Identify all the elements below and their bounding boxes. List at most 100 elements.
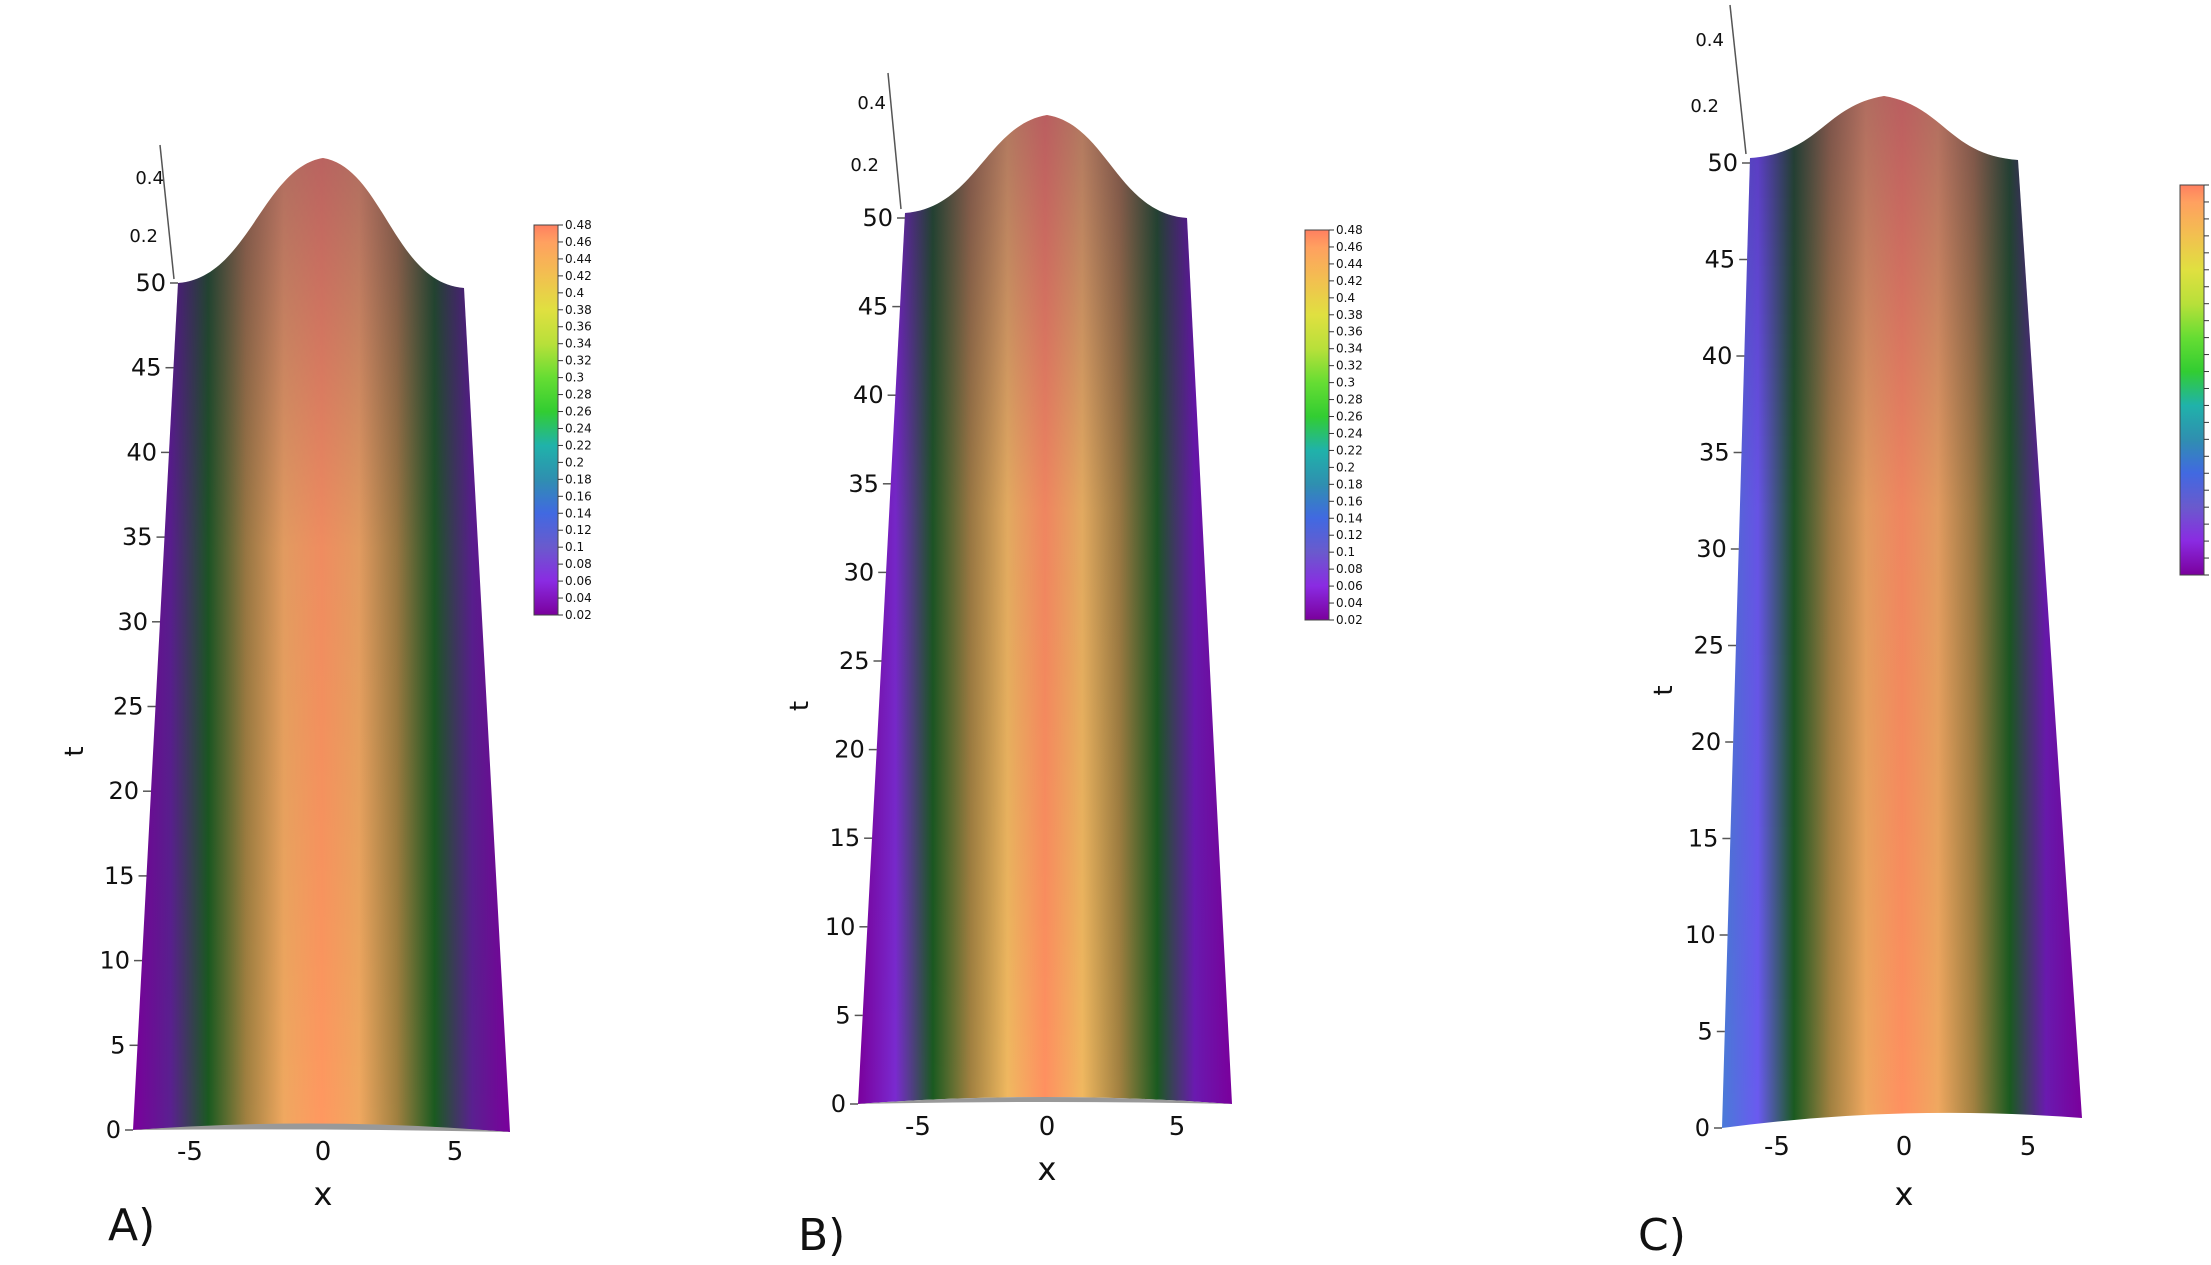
colorbar-tick-label: 0.42	[565, 269, 592, 283]
colorbar-tick-label: 0.42	[1336, 274, 1363, 288]
colorbar-tick-label: 0.14	[565, 506, 592, 520]
colorbar-tick-label: 0.16	[1336, 494, 1363, 508]
panel-a: 0.4 0.2 0 5 10 15 20 25 30 35 40 45 50 t -5 0 5 x 0.48 0.46…	[60, 144, 592, 1213]
colorbar-tick-label: 0.2	[565, 455, 584, 469]
z-tick-label: 0.2	[850, 155, 879, 176]
x-tick-label: 5	[2020, 1132, 2037, 1162]
z-axis-line	[887, 72, 902, 210]
z-tick-label: 0.2	[129, 226, 158, 247]
colorbar-tick-label: 0.02	[565, 608, 592, 622]
z-tick-label: 0.4	[1695, 30, 1724, 51]
t-tick-label: 25	[839, 647, 870, 675]
t-tick-label: 10	[825, 913, 856, 941]
surface-shading	[133, 158, 510, 1132]
surface-base	[133, 1123, 510, 1132]
t-tick-label: 0	[1695, 1114, 1710, 1142]
colorbar-tick-label: 0.34	[565, 337, 592, 351]
x-axis-label: x	[1038, 1150, 1057, 1188]
t-tick-label: 45	[131, 354, 162, 382]
x-tick-label: 0	[315, 1137, 332, 1167]
t-tick-label: 40	[1702, 342, 1733, 370]
t-tick-label: 15	[1688, 825, 1719, 853]
colorbar-tick-label: 0.1	[565, 540, 584, 554]
colorbar-tick-label: 0.04	[1336, 596, 1363, 610]
t-tick-label: 15	[104, 862, 135, 890]
colorbar-tick-label: 0.38	[1336, 308, 1363, 322]
t-tick-label: 50	[862, 204, 893, 232]
z-tick-label: 0.4	[857, 93, 886, 114]
panel-c: 0.4 0.2 0 5 10 15 20 25 30 35 40 45 50 t -5 0 5 x 0.480.46…	[1649, 4, 2209, 1213]
panel-label-a: A)	[108, 1200, 155, 1251]
colorbar-tick-label: 0.4	[1336, 291, 1355, 305]
x-tick-label: 0	[1039, 1112, 1056, 1142]
x-tick-label: -5	[177, 1137, 203, 1167]
colorbar-tick-label: 0.22	[1336, 443, 1363, 457]
colorbar-tick-label: 0.16	[565, 489, 592, 503]
z-tick-label: 0.2	[1690, 96, 1719, 117]
colorbar: 0.48 0.46 0.44 0.42 0.4 0.38 0.36 0.34 0.32 0.3 0.…	[1304, 223, 1363, 627]
colorbar-gradient	[2179, 184, 2205, 576]
t-axis-label: t	[60, 746, 90, 756]
z-tick-label: 0.4	[135, 168, 164, 189]
colorbar-tick-label: 0.46	[1336, 240, 1363, 254]
t-tick-label: 30	[844, 558, 875, 586]
t-tick-label: 45	[858, 293, 889, 321]
t-tick-label: 30	[117, 608, 148, 636]
colorbar-tick-label: 0.44	[1336, 257, 1363, 271]
surface-base	[858, 1097, 1232, 1104]
z-axis-line	[159, 144, 175, 280]
t-tick-label: 10	[1685, 921, 1716, 949]
t-tick-label: 5	[110, 1031, 125, 1059]
t-tick-label: 10	[99, 947, 130, 975]
x-axis-label: x	[1895, 1175, 1914, 1213]
colorbar-tick-label: 0.3	[1336, 376, 1355, 390]
colorbar-tick-label: 0.02	[1336, 613, 1363, 627]
x-tick-label: 0	[1896, 1132, 1913, 1162]
colorbar-tick-label: 0.14	[1336, 511, 1363, 525]
t-tick-label: 15	[830, 824, 861, 852]
t-tick-label: 40	[126, 438, 157, 466]
panel-label-c: C)	[1638, 1210, 1686, 1261]
colorbar-tick-label: 0.18	[1336, 477, 1363, 491]
colorbar-tick-label: 0.18	[565, 472, 592, 486]
colorbar-tick-label: 0.26	[1336, 410, 1363, 424]
surface-shading	[1722, 96, 2082, 1128]
colorbar-tick-label: 0.12	[1336, 528, 1363, 542]
colorbar-tick-label: 0.44	[565, 252, 592, 266]
t-tick-label: 35	[848, 470, 879, 498]
z-axis-line	[1729, 4, 1747, 155]
t-tick-label: 25	[1693, 632, 1724, 660]
colorbar-tick-label: 0.08	[1336, 562, 1363, 576]
t-tick-label: 35	[122, 523, 153, 551]
t-axis-label: t	[785, 701, 815, 711]
colorbar-tick-label: 0.3	[565, 371, 584, 385]
t-tick-label: 50	[1707, 149, 1738, 177]
panels-layer: 0.4 0.2 0 5 10 15 20 25 30 35 40 45 50 t -5 0 5 x 0.48 0.46…	[60, 4, 2209, 1213]
colorbar-gradient	[1304, 229, 1330, 621]
colorbar-tick-label: 0.48	[565, 218, 592, 232]
colorbar-tick-label: 0.4	[565, 286, 584, 300]
colorbar-tick-label: 0.28	[565, 388, 592, 402]
colorbar-tick-label: 0.04	[565, 591, 592, 605]
colorbar-tick-label: 0.38	[565, 303, 592, 317]
t-tick-label: 25	[113, 693, 144, 721]
t-tick-label: 0	[106, 1116, 121, 1144]
x-tick-label: -5	[1764, 1132, 1790, 1162]
colorbar-tick-label: 0.34	[1336, 342, 1363, 356]
colorbar-tick-label: 0.2	[1336, 460, 1355, 474]
panel-b: 0.4 0.2 0 5 10 15 20 25 30 35 40 45 50 t -5 0 5 x 0.48 0.46…	[785, 72, 1363, 1188]
t-tick-label: 45	[1705, 246, 1736, 274]
colorbar-tick-label: 0.24	[565, 421, 592, 435]
colorbar-tick-label: 0.06	[565, 574, 592, 588]
colorbar-tick-label: 0.06	[1336, 579, 1363, 593]
colorbar-tick-label: 0.28	[1336, 393, 1363, 407]
t-axis-label: t	[1649, 685, 1679, 695]
colorbar-tick-label: 0.1	[1336, 545, 1355, 559]
colorbar-tick-label: 0.22	[565, 438, 592, 452]
surface-shading	[858, 115, 1232, 1104]
x-axis-label: x	[314, 1175, 333, 1213]
t-tick-label: 20	[834, 736, 865, 764]
colorbar-tick-label: 0.32	[565, 354, 592, 368]
colorbar-gradient	[533, 224, 559, 616]
